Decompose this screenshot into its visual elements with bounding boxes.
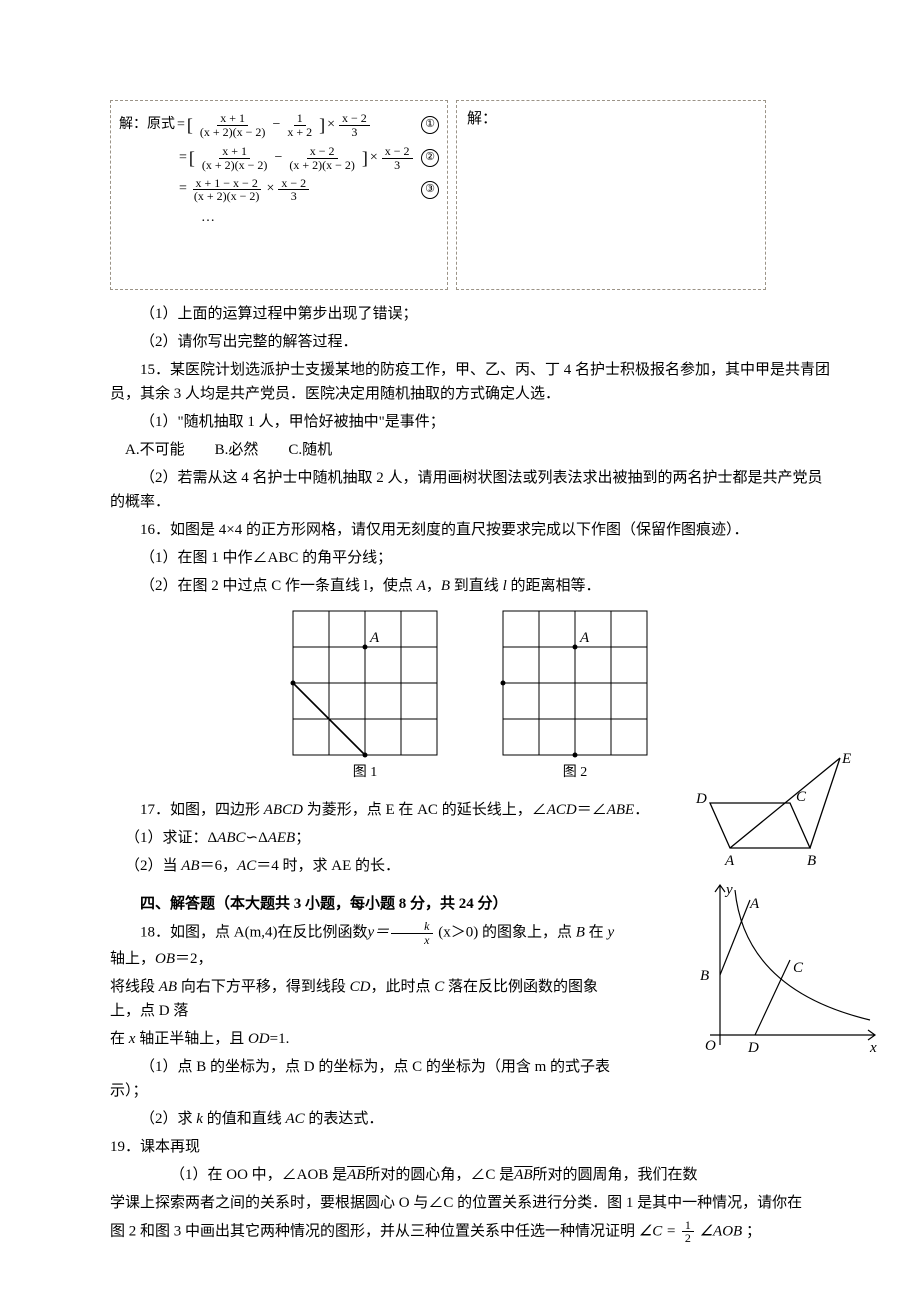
- eq-step-3: = x + 1 − x − 2(x + 2)(x − 2) × x − 23 ③: [119, 177, 439, 203]
- grid-1-svg: A B C: [290, 608, 440, 758]
- svg-text:B: B: [807, 853, 816, 869]
- q16-stem: 16．如图是 4×4 的正方形网格，请仅用无刻度的直尺按要求完成以下作图（保留作…: [110, 518, 830, 542]
- grid2-label-A: A: [579, 630, 590, 646]
- q19-head: 19．课本再现: [110, 1135, 830, 1159]
- svg-text:x: x: [869, 1040, 877, 1055]
- eq-ellipsis: …: [119, 207, 439, 229]
- q16-fig1: A B C 图 1: [290, 608, 440, 784]
- step-tag-3: ③: [421, 181, 439, 199]
- q15-choices: A.不可能 B.必然 C.随机: [125, 438, 830, 462]
- svg-text:C: C: [793, 960, 804, 976]
- q16-fig2: A B C 图 2: [500, 608, 650, 784]
- q19-line2: 学课上探索两者之间的关系时，要根据圆心 O 与∠C 的位置关系进行分类．图 1 …: [110, 1191, 830, 1215]
- solution-boxes-row: 解：原式 = [ x + 1(x + 2)(x − 2) − 1x + 2 ] …: [110, 100, 830, 290]
- q16-part1: （1）在图 1 中作∠ABC 的角平分线；: [110, 546, 830, 570]
- eq-step-2: = [ x + 1(x + 2)(x − 2) − x − 2(x + 2)(x…: [119, 144, 439, 173]
- q14-part1: （1）上面的运算过程中第步出现了错误；: [110, 302, 830, 326]
- grid2-caption: 图 2: [563, 762, 588, 784]
- svg-text:C: C: [796, 789, 807, 805]
- q16-part2: （2）在图 2 中过点 C 作一条直线 l，使点 A，B 到直线 l 的距离相等…: [110, 574, 830, 598]
- solution-box-right: 解：: [456, 100, 766, 290]
- step-tag-2: ②: [421, 149, 439, 167]
- q18-figure: O A B C D x y: [680, 880, 880, 1063]
- svg-text:D: D: [747, 1040, 759, 1055]
- q17-figure: A B C D E: [690, 748, 860, 886]
- right-box-prefix: 解：: [467, 111, 497, 127]
- grid1-label-A: A: [369, 630, 380, 646]
- q19-line1: （1）在 OO 中，∠AOB 是AB所对的圆心角，∠C 是AB所对的圆周角，我们…: [140, 1163, 830, 1187]
- grid1-caption: 图 1: [353, 762, 378, 784]
- q15-part2: （2）若需从这 4 名护士中随机抽取 2 人，请用画树状图法或列表法求出被抽到的…: [110, 466, 830, 514]
- eq-step-1: 解：原式 = [ x + 1(x + 2)(x − 2) − 1x + 2 ] …: [119, 111, 439, 140]
- q19-line3: 图 2 和图 3 中画出其它两种情况的图形，并从三种位置关系中任选一种情况证明 …: [110, 1219, 830, 1245]
- q18-part2: （2）求 k 的值和直线 AC 的表达式．: [110, 1107, 830, 1131]
- q14-part2: （2）请你写出完整的解答过程．: [110, 330, 830, 354]
- svg-text:O: O: [705, 1038, 716, 1054]
- svg-text:y: y: [724, 882, 733, 898]
- svg-text:A: A: [724, 853, 735, 869]
- svg-text:A: A: [749, 896, 760, 912]
- exam-page: 解：原式 = [ x + 1(x + 2)(x − 2) − 1x + 2 ] …: [0, 0, 920, 1302]
- step-tag-1: ①: [421, 116, 439, 134]
- svg-text:E: E: [841, 751, 851, 767]
- svg-text:B: B: [700, 968, 709, 984]
- q15-stem: 15．某医院计划选派护士支援某地的防疫工作，甲、乙、丙、丁 4 名护士积极报名参…: [110, 358, 830, 406]
- grid-2-svg: A B C: [500, 608, 650, 758]
- q15-part1: （1）"随机抽取 1 人，甲恰好被抽中"是事件；: [110, 410, 830, 434]
- svg-text:D: D: [695, 791, 707, 807]
- solution-box-left: 解：原式 = [ x + 1(x + 2)(x − 2) − 1x + 2 ] …: [110, 100, 448, 290]
- eq-prefix: 解：原式: [119, 114, 175, 136]
